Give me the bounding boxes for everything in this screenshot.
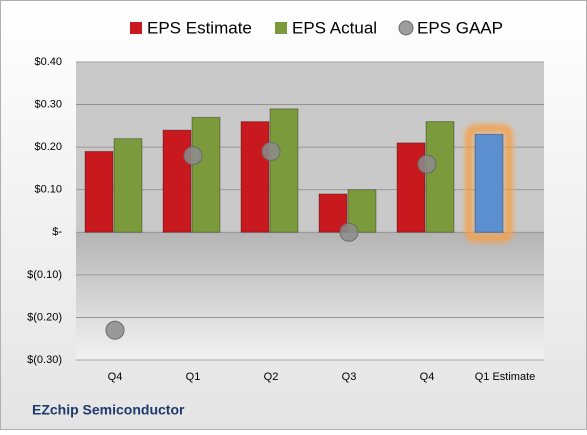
legend-swatch [275,22,287,34]
x-tick-label: Q2 [264,371,279,383]
y-tick-label: $0.30 [34,98,62,110]
bar [474,133,504,233]
legend-swatch [130,22,142,34]
y-tick-label: $- [52,226,62,238]
y-tick-label: $0.20 [34,141,62,153]
gaap-marker [105,320,125,340]
y-tick-label: $(0.30) [27,354,62,366]
highlight-glow [465,124,513,242]
legend-swatch [398,20,414,36]
bar [269,108,299,233]
bar [425,121,455,233]
y-tick-label: $(0.20) [27,311,62,323]
bar [84,150,114,233]
x-tick-label: Q4 [108,371,123,383]
legend-label: EPS GAAP [417,18,503,37]
gaap-marker [183,146,203,166]
x-tick-label: Q3 [342,371,357,383]
x-tick-label: Q1 [186,371,201,383]
y-tick-label: $0.10 [34,184,62,196]
plot-area-negative [76,232,544,360]
x-tick-label: Q1 Estimate [475,371,536,383]
x-tick-label: Q4 [420,371,435,383]
legend-label: EPS Estimate [147,18,252,37]
bar [162,129,192,233]
y-tick-label: $(0.10) [27,269,62,281]
legend-label: EPS Actual [292,18,377,37]
gaap-marker [261,141,281,161]
gaap-marker [417,154,437,174]
bar [191,116,221,233]
gaap-marker [339,222,359,242]
y-tick-label: $0.40 [34,56,62,68]
bar [240,121,270,233]
footer: EZchip Semiconductor [32,402,185,418]
bar [396,142,426,233]
bar [113,138,143,233]
